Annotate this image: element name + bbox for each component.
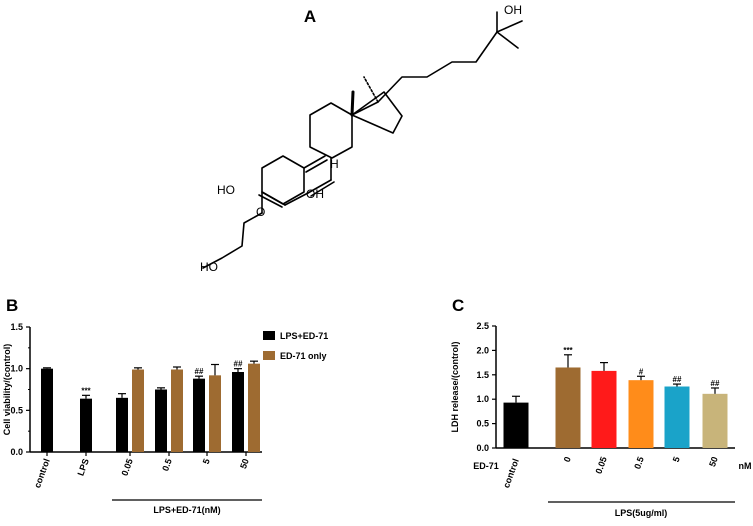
chart-c-x-tick-label: 0 bbox=[562, 455, 573, 463]
chart-c-bar bbox=[591, 370, 617, 448]
chart-b-bar-lps-ed71 bbox=[41, 368, 53, 452]
chart-c-unit-label: nM bbox=[739, 461, 752, 471]
chart-c-bar bbox=[702, 393, 728, 448]
atom-label-oh-side-chain: OH bbox=[504, 3, 522, 17]
chart-b-legend-swatch bbox=[263, 331, 275, 340]
atom-label-ho-ring: HO bbox=[217, 183, 235, 197]
chart-c-y-tick-label: 0.0 bbox=[476, 443, 489, 453]
chart-b-significance-label: *** bbox=[81, 386, 91, 395]
chart-c-group-label: LPS(5ug/ml) bbox=[615, 508, 668, 518]
chart-b-bar-lps-ed71 bbox=[232, 372, 244, 452]
chart-b-x-tick-label: control bbox=[32, 457, 52, 489]
panel-label-a: A bbox=[304, 7, 316, 26]
chart-c-row-label: ED-71 bbox=[473, 461, 499, 471]
atom-label-ho-terminal: HO bbox=[200, 260, 218, 274]
chart-c-x-tick-label: 0.05 bbox=[593, 455, 608, 475]
chart-c-y-tick-label: 1.5 bbox=[476, 370, 489, 380]
atom-label-o-ether: O bbox=[256, 205, 265, 219]
chart-b-bar-ed71-only bbox=[132, 369, 144, 452]
chart-b: 0.0 0.5 1.0 1.5 Cell viability/(control) cont… bbox=[2, 322, 328, 515]
chart-b-bar-ed71-only bbox=[248, 363, 260, 452]
chart-c: 0.0 0.5 1.0 1.5 2.0 2.5 LDH release/(control) c… bbox=[450, 321, 752, 518]
chart-c-y-tick-label: 2.5 bbox=[476, 321, 489, 331]
chart-b-bar-lps-ed71 bbox=[155, 389, 167, 452]
chart-c-significance-label: ## bbox=[673, 375, 682, 384]
chart-b-bar-lps-ed71 bbox=[80, 398, 92, 452]
chart-c-bar bbox=[628, 380, 654, 448]
chart-b-legend-swatch bbox=[263, 351, 275, 360]
chart-c-significance-label: ## bbox=[711, 379, 720, 388]
chart-b-y-tick-label: 0.5 bbox=[10, 405, 23, 415]
chart-b-group-label: LPS+ED-71(nM) bbox=[153, 505, 220, 515]
chart-b-legend-label: ED-71 only bbox=[280, 351, 327, 361]
chart-c-significance-label: *** bbox=[563, 346, 573, 355]
chart-b-y-axis-label: Cell viability/(control) bbox=[2, 344, 12, 436]
chart-b-significance-label: ## bbox=[234, 360, 243, 369]
chart-c-x-tick-label: 0.5 bbox=[632, 455, 646, 470]
chart-b-x-tick-label: LPS bbox=[75, 457, 90, 477]
chart-c-x-tick-label: 50 bbox=[707, 455, 720, 468]
chart-b-bar-ed71-only bbox=[209, 375, 221, 452]
chart-b-y-tick-label: 1.5 bbox=[10, 322, 23, 332]
chart-c-x-tick-label: control bbox=[501, 457, 521, 489]
chart-c-y-axis-label: LDH release/(control) bbox=[450, 341, 460, 432]
chart-b-bar-lps-ed71 bbox=[193, 378, 205, 452]
chart-c-significance-label: # bbox=[639, 367, 644, 376]
chart-c-bar bbox=[555, 367, 581, 448]
chart-b-significance-label: ## bbox=[195, 367, 204, 376]
chart-c-y-tick-label: 2.0 bbox=[476, 345, 489, 355]
atom-label-h-junction: H bbox=[330, 157, 339, 171]
chart-b-y-tick-label: 0.0 bbox=[10, 447, 23, 457]
chart-c-x-tick-label: 5 bbox=[671, 455, 682, 463]
panel-label-c: C bbox=[452, 296, 464, 315]
chart-b-x-tick-label: 0.5 bbox=[160, 457, 174, 472]
chart-c-bar bbox=[503, 402, 529, 448]
chemical-structure bbox=[202, 11, 523, 269]
chart-b-bar-lps-ed71 bbox=[116, 397, 128, 452]
chart-b-x-tick-label: 5 bbox=[201, 457, 212, 465]
panel-label-b: B bbox=[6, 296, 18, 315]
chart-b-bar-ed71-only bbox=[171, 369, 183, 452]
chart-b-legend-label: LPS+ED-71 bbox=[280, 331, 328, 341]
chart-b-x-tick-label: 0.05 bbox=[119, 457, 134, 477]
chart-b-y-tick-label: 1.0 bbox=[10, 364, 23, 374]
chart-c-bar bbox=[664, 386, 690, 448]
chart-b-x-tick-label: 50 bbox=[238, 457, 251, 470]
chart-c-y-tick-label: 0.5 bbox=[476, 419, 489, 429]
chart-c-y-tick-label: 1.0 bbox=[476, 394, 489, 404]
atom-label-oh-ring: OH bbox=[306, 187, 324, 201]
